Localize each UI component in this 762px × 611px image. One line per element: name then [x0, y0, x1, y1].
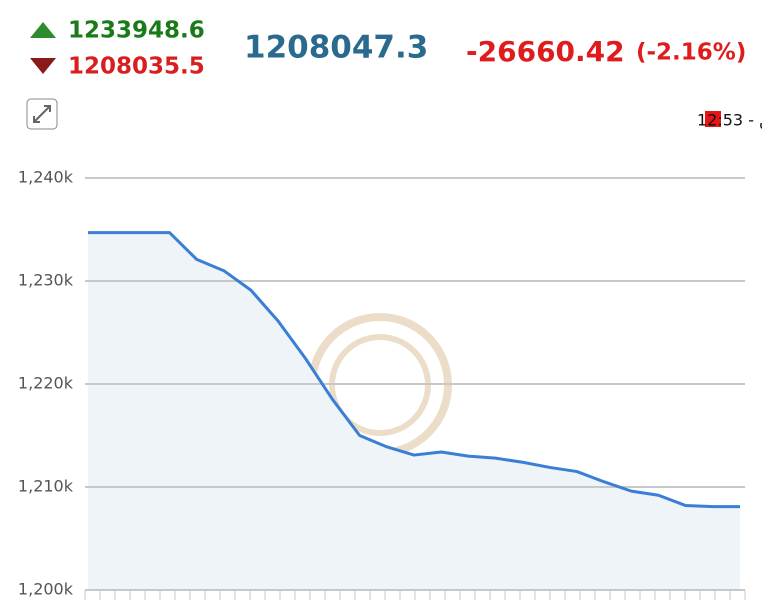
high-value: 1233948.6 [68, 18, 205, 44]
update-text: بروزرسانی آمار:5 بهمن - 12:53 [697, 111, 762, 131]
line [88, 231, 740, 509]
y-tick-label: 1,230k [18, 271, 74, 290]
update-marker [705, 111, 721, 127]
expand-icon [33, 105, 51, 123]
y-tick-label: 1,210k [18, 477, 74, 496]
change-value: -26660.42 [466, 35, 625, 68]
y-tick-label: 1,200k [18, 580, 74, 599]
up-arrow [30, 22, 56, 38]
y-tick-label: 1,240k [18, 168, 74, 187]
y-tick-label: 1,220k [18, 374, 74, 393]
last-value: 1208047.3 [244, 30, 428, 66]
down-arrow [30, 58, 56, 74]
change-percent: (-2.16%) [636, 40, 746, 66]
area [88, 232, 740, 590]
low-value: 1208035.5 [68, 54, 205, 80]
